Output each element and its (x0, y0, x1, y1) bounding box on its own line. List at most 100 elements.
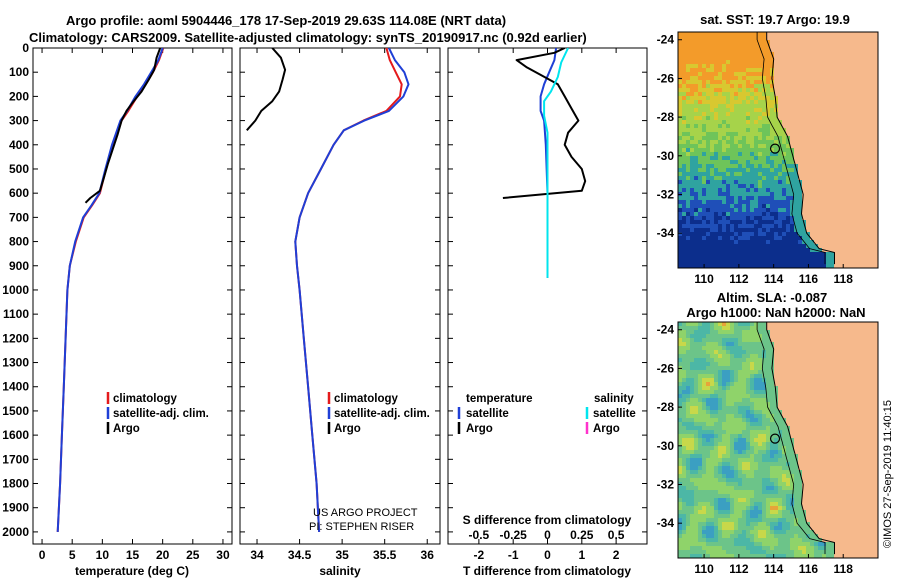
map-cell (746, 76, 750, 80)
map-cell (774, 382, 778, 386)
map-cell (866, 136, 870, 140)
map-cell (818, 148, 822, 152)
map-cell (690, 390, 694, 394)
map-cell (746, 184, 750, 188)
map-cell (830, 370, 834, 374)
map-cell (862, 458, 866, 462)
map-cell (698, 232, 702, 236)
map-cell (822, 326, 826, 330)
map-cell (834, 128, 838, 132)
map-cell (702, 422, 706, 426)
map-cell (694, 454, 698, 458)
map-cell (870, 224, 874, 228)
map-cell (834, 196, 838, 200)
map-cell (846, 430, 850, 434)
argo-position-marker (769, 143, 781, 154)
map-cell (774, 430, 778, 434)
map-cell (862, 240, 866, 244)
map-cell (814, 88, 818, 92)
map-cell (830, 382, 834, 386)
map-cell (786, 430, 790, 434)
map-cell (754, 224, 758, 228)
map-cell (874, 220, 878, 224)
map-cell (842, 116, 846, 120)
map-cell (770, 156, 774, 160)
map-cell (794, 264, 798, 268)
map-cell (790, 354, 794, 358)
map-cell (870, 338, 874, 342)
map-cell (678, 140, 682, 144)
map-cell (798, 248, 802, 252)
map-cell (698, 188, 702, 192)
map-cell (750, 406, 754, 410)
map-cell (810, 92, 814, 96)
map-cell (826, 326, 830, 330)
map-cell (798, 342, 802, 346)
map-cell (802, 426, 806, 430)
map-cell (822, 350, 826, 354)
map-cell (754, 370, 758, 374)
map-cell (826, 338, 830, 342)
map-cell (782, 96, 786, 100)
map-cell (854, 330, 858, 334)
map-cell (690, 140, 694, 144)
map-cell (738, 96, 742, 100)
map-cell (722, 422, 726, 426)
map-cell (830, 346, 834, 350)
credit-line1: US ARGO PROJECT (313, 507, 418, 519)
map-cell (758, 164, 762, 168)
map-cell (802, 164, 806, 168)
map-cell (806, 168, 810, 172)
map-cell (758, 260, 762, 264)
map-cell (754, 72, 758, 76)
map-cell (798, 80, 802, 84)
map-cell (874, 406, 878, 410)
map-cell (790, 334, 794, 338)
map-cell (782, 406, 786, 410)
map-cell (718, 204, 722, 208)
map-cell (830, 458, 834, 462)
legend-label-climatology: climatology (334, 393, 399, 405)
map-cell (742, 338, 746, 342)
map-cell (810, 338, 814, 342)
map-cell (762, 382, 766, 386)
map-cell (794, 386, 798, 390)
map-cell (750, 330, 754, 334)
map-cell (754, 56, 758, 60)
map-cell (698, 212, 702, 216)
map-cell (850, 104, 854, 108)
map-cell (866, 326, 870, 330)
map-cell (830, 236, 834, 240)
map-cell (754, 248, 758, 252)
map-cell (810, 108, 814, 112)
map-cell (854, 204, 858, 208)
map-cell (730, 36, 734, 40)
map-cell (866, 450, 870, 454)
map-cell (730, 108, 734, 112)
map-cell (838, 184, 842, 188)
map-cell (846, 100, 850, 104)
map-cell (686, 442, 690, 446)
map-cell (870, 64, 874, 68)
map-cell (702, 192, 706, 196)
map-cell (782, 204, 786, 208)
map-cell (710, 180, 714, 184)
map-cell (678, 92, 682, 96)
map-field (678, 32, 878, 268)
map-cell (814, 84, 818, 88)
map-cell (854, 80, 858, 84)
map-cell (746, 208, 750, 212)
map-cell (762, 92, 766, 96)
map-cell (714, 390, 718, 394)
map-cell (694, 120, 698, 124)
map-cell (746, 176, 750, 180)
map-cell (702, 256, 706, 260)
map-cell (682, 248, 686, 252)
map-cell (822, 454, 826, 458)
map-cell (686, 228, 690, 232)
map-cell (854, 402, 858, 406)
map-cell (750, 104, 754, 108)
map-cell (770, 196, 774, 200)
map-cell (842, 152, 846, 156)
map-cell (842, 410, 846, 414)
